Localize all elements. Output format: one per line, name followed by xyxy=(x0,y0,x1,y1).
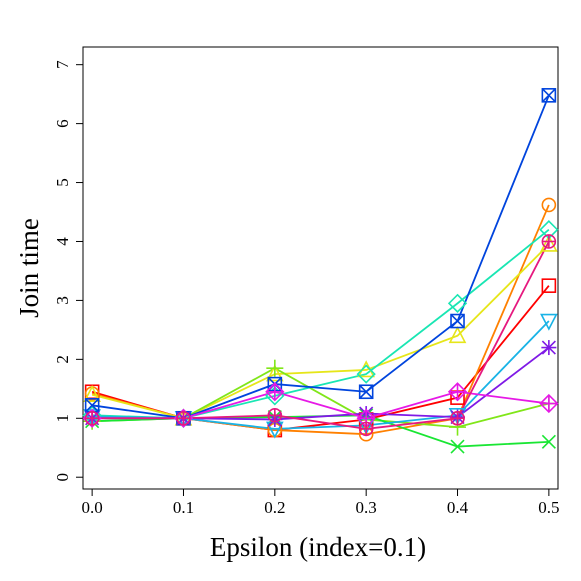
data-point xyxy=(541,234,557,249)
x-axis: 0.0 0.1 0.2 0.3 0.4 0.5 xyxy=(82,489,559,517)
y-tick-label: 2 xyxy=(53,355,72,364)
data-point xyxy=(358,384,374,400)
series-1 xyxy=(91,285,550,431)
data-point xyxy=(266,359,284,377)
x-tick-label: 0.0 xyxy=(82,498,103,517)
series-line xyxy=(91,243,550,420)
series-5 xyxy=(92,414,549,448)
y-tick-label: 4 xyxy=(53,237,72,246)
data-point xyxy=(358,421,374,437)
data-point xyxy=(541,278,557,293)
data-point xyxy=(540,313,558,331)
series-6 xyxy=(92,228,550,420)
y-tick-label: 0 xyxy=(53,473,72,482)
plot-frame xyxy=(82,46,559,490)
y-tick-label: 3 xyxy=(53,296,72,305)
y-axis-title: Join time xyxy=(14,218,44,318)
series-line xyxy=(92,94,550,420)
data-point xyxy=(541,88,557,103)
series-11 xyxy=(92,241,550,430)
x-axis-title: Epsilon (index=0.1) xyxy=(210,532,426,562)
x-tick-label: 0.5 xyxy=(538,498,559,517)
data-point xyxy=(540,234,558,252)
series-line xyxy=(92,414,549,448)
y-tick-label: 7 xyxy=(53,60,72,69)
y-tick-label: 6 xyxy=(53,119,72,128)
data-point xyxy=(450,410,465,426)
y-tick-label: 5 xyxy=(53,178,72,187)
y-tick-label: 1 xyxy=(53,414,72,423)
series-8-markers xyxy=(84,88,557,426)
data-point xyxy=(356,364,376,384)
data-point xyxy=(541,434,556,449)
data-point xyxy=(265,382,285,402)
data-point xyxy=(265,386,285,406)
data-point xyxy=(448,408,467,426)
x-tick-label: 0.1 xyxy=(173,498,194,517)
series-9 xyxy=(92,346,550,421)
x-tick-label: 0.2 xyxy=(264,498,285,517)
series-line xyxy=(92,346,550,421)
series-1-markers xyxy=(84,278,557,438)
series-3 xyxy=(91,243,550,420)
data-point xyxy=(448,326,467,344)
data-point xyxy=(450,313,465,329)
series-line xyxy=(91,285,550,431)
data-point xyxy=(450,439,465,454)
data-point xyxy=(84,410,100,426)
data-point xyxy=(447,293,468,313)
series-line xyxy=(92,241,550,430)
series-layer xyxy=(82,88,559,454)
x-tick-label: 0.4 xyxy=(447,498,469,517)
series-line xyxy=(92,228,550,420)
data-point xyxy=(539,393,559,414)
data-point xyxy=(266,364,284,382)
data-point xyxy=(447,382,468,402)
data-point xyxy=(267,408,283,423)
data-point xyxy=(176,410,191,426)
series-8 xyxy=(92,94,550,420)
x-tick-label: 0.3 xyxy=(356,498,377,517)
data-point xyxy=(83,384,101,403)
series-11-markers xyxy=(84,234,557,437)
y-axis: 0 1 2 3 4 5 6 7 xyxy=(53,60,83,482)
data-point xyxy=(541,340,557,356)
data-point xyxy=(541,197,557,213)
